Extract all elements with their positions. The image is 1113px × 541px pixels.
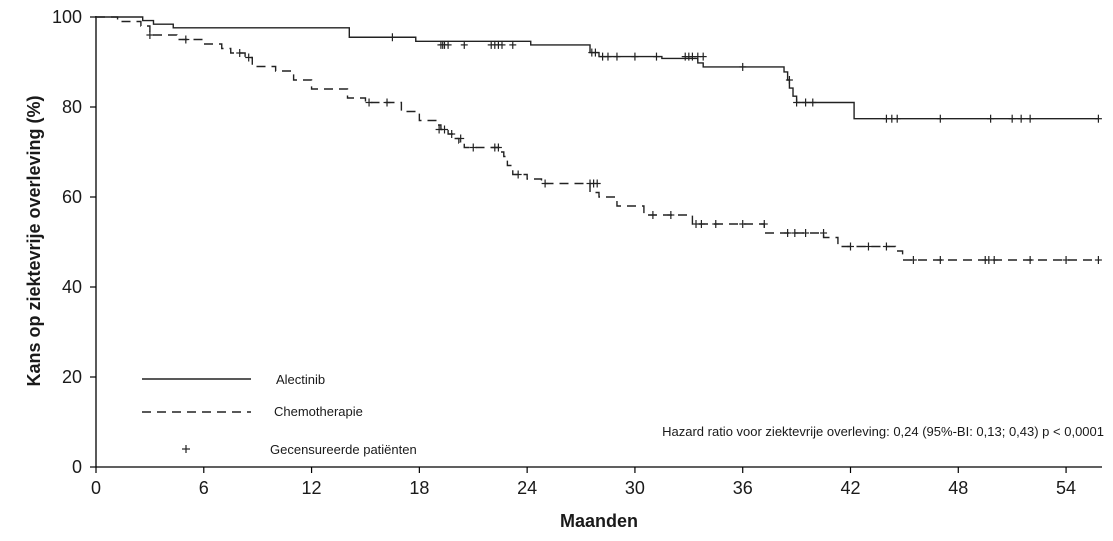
y-axis-label: Kans op ziektevrije overleving (%)	[24, 95, 44, 386]
x-tick-label: 24	[517, 478, 537, 498]
censor-mark-alectinib	[631, 52, 639, 61]
legend-label-alectinib: Alectinib	[276, 372, 325, 387]
y-ticks: 0 20 40 60 80 100	[52, 7, 96, 477]
x-tick-label: 54	[1056, 478, 1076, 498]
censor-mark-alectinib	[591, 48, 599, 57]
censor-mark-chemotherapie	[712, 220, 720, 228]
x-tick-label: 18	[409, 478, 429, 498]
censor-mark-chemotherapie	[739, 220, 747, 228]
censor-mark-chemotherapie	[1062, 256, 1070, 264]
censor-mark-alectinib	[498, 40, 506, 49]
y-tick-label: 0	[72, 457, 82, 477]
censor-mark-chemotherapie	[847, 242, 854, 251]
x-tick-label: 6	[199, 478, 209, 498]
censor-mark-chemotherapie	[593, 179, 601, 188]
censor-mark-alectinib	[1017, 114, 1025, 123]
censor-mark-chemotherapie	[1026, 256, 1034, 264]
curves	[96, 16, 1102, 264]
censor-mark-alectinib	[793, 98, 801, 107]
censor-mark-alectinib	[1008, 114, 1016, 123]
y-tick-label: 60	[62, 187, 82, 207]
x-tick-label: 36	[733, 478, 753, 498]
series-line-alectinib	[96, 16, 1099, 120]
censor-mark-chemotherapie	[990, 256, 998, 264]
legend-label-chemotherapie: Chemotherapie	[274, 404, 363, 419]
censor-mark-alectinib	[739, 62, 747, 71]
y-tick-label: 80	[62, 97, 82, 117]
censor-mark-chemotherapie	[469, 143, 477, 152]
censor-mark-chemotherapie	[365, 98, 373, 107]
censor-mark-alectinib	[809, 98, 817, 107]
legend: Alectinib Chemotherapie Gecensureerde pa…	[142, 372, 417, 457]
x-tick-label: 0	[91, 478, 101, 498]
y-tick-label: 100	[52, 7, 82, 27]
censor-mark-chemotherapie	[882, 242, 890, 251]
censor-mark-chemotherapie	[936, 256, 944, 264]
censor-mark-chemotherapie	[802, 229, 810, 237]
x-axis-label: Maanden	[560, 511, 638, 531]
censor-mark-chemotherapie	[494, 143, 502, 152]
censor-mark-chemotherapie	[697, 220, 705, 228]
censor-mark-alectinib	[699, 52, 707, 61]
legend-censor-marker	[182, 445, 190, 453]
censor-mark-chemotherapie	[760, 220, 768, 228]
censor-mark-chemotherapie	[383, 98, 391, 107]
censor-mark-chemotherapie	[909, 256, 917, 264]
censor-mark-alectinib	[460, 40, 468, 49]
censor-mark-chemotherapie	[441, 125, 449, 134]
censor-mark-chemotherapie	[182, 35, 190, 44]
y-tick-label: 20	[62, 367, 82, 387]
censor-mark-alectinib	[936, 114, 944, 123]
series-line-chemotherapie	[96, 16, 1099, 261]
censor-mark-chemotherapie	[649, 211, 657, 219]
censor-mark-alectinib	[785, 76, 793, 84]
hazard-ratio-annotation: Hazard ratio voor ziektevrije overleving…	[662, 424, 1104, 439]
censor-mark-alectinib	[802, 98, 810, 107]
y-tick-label: 40	[62, 277, 82, 297]
axes	[95, 16, 1102, 468]
censor-mark-alectinib	[388, 33, 396, 42]
censor-mark-alectinib	[893, 114, 901, 123]
censor-mark-chemotherapie	[784, 229, 792, 237]
censor-mark-alectinib	[987, 114, 995, 123]
x-ticks: 0 6 12 18 24 30 36 42 48 54	[91, 467, 1076, 498]
censor-mark-chemotherapie	[1094, 256, 1102, 264]
legend-label-censored: Gecensureerde patiënten	[270, 442, 417, 457]
censor-mark-chemotherapie	[146, 31, 154, 39]
censor-mark-chemotherapie	[457, 134, 465, 143]
censor-mark-alectinib	[613, 52, 621, 61]
x-tick-label: 42	[840, 478, 860, 498]
x-tick-label: 12	[302, 478, 322, 498]
censor-mark-chemotherapie	[791, 229, 799, 237]
censor-mark-chemotherapie	[820, 229, 828, 237]
censor-mark-alectinib	[1094, 114, 1102, 123]
censor-mark-chemotherapie	[236, 49, 244, 57]
censor-mark-alectinib	[652, 52, 660, 61]
x-tick-label: 48	[948, 478, 968, 498]
censor-mark-alectinib	[509, 40, 517, 49]
censor-mark-chemotherapie	[541, 179, 549, 188]
censor-mark-alectinib	[444, 40, 452, 49]
x-tick-label: 30	[625, 478, 645, 498]
censor-mark-chemotherapie	[514, 170, 522, 179]
censor-mark-alectinib	[1026, 114, 1034, 123]
censor-mark-chemotherapie	[448, 130, 456, 138]
censor-mark-chemotherapie	[667, 211, 675, 219]
censor-mark-alectinib	[604, 52, 612, 61]
censor-mark-chemotherapie	[245, 53, 253, 62]
censor-mark-chemotherapie	[864, 242, 872, 251]
